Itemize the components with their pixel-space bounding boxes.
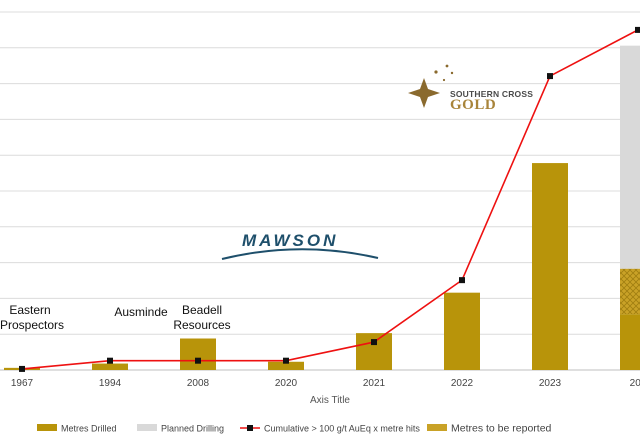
annotation-ausminde-text: Ausminde bbox=[114, 305, 168, 319]
line-marker bbox=[283, 357, 289, 364]
x-tick-labels: 1967 1994 2008 2020 2021 2022 2023 202 bbox=[11, 378, 640, 389]
legend-swatch bbox=[427, 424, 447, 431]
x-tick-label: 1994 bbox=[99, 378, 122, 389]
x-tick-label: 2022 bbox=[451, 378, 474, 389]
southern-cross-logo-gold: GOLD bbox=[450, 97, 497, 113]
southern-cross-star-icon bbox=[408, 64, 454, 108]
bar-metres-drilled bbox=[356, 333, 392, 370]
bar-metres-drilled bbox=[620, 314, 640, 370]
legend-label: Metres Drilled bbox=[61, 424, 117, 434]
legend-swatch bbox=[37, 424, 57, 431]
legend-swatch bbox=[137, 424, 157, 431]
legend: Metres Drilled Planned Drilling Cumulative… bbox=[37, 423, 552, 435]
line-cumulative bbox=[21, 29, 639, 370]
line-marker bbox=[547, 73, 553, 80]
legend-label: Planned Drilling bbox=[161, 424, 224, 434]
annotation-beadell-line2: Resources bbox=[173, 318, 231, 332]
bar-metres-to-be-reported bbox=[620, 268, 640, 315]
line-marker bbox=[195, 357, 201, 364]
line-marker bbox=[19, 365, 25, 372]
annotation-ausminde: Ausminde bbox=[110, 305, 172, 320]
x-tick-label: 1967 bbox=[11, 378, 34, 389]
line-marker bbox=[635, 26, 640, 33]
annotation-beadell-line1: Beadell bbox=[181, 303, 223, 317]
gridlines bbox=[0, 11, 640, 371]
annotation-eastern-line2: Prospectors bbox=[0, 318, 65, 332]
bar-metres-drilled bbox=[444, 292, 480, 370]
cumulative-line-layer bbox=[19, 26, 640, 372]
bar-metres-drilled bbox=[268, 361, 304, 370]
bar-metres-drilled bbox=[532, 163, 568, 370]
x-axis-title: Axis Title bbox=[310, 395, 350, 406]
bar-metres-drilled bbox=[180, 338, 216, 370]
mawson-logo: MAWSON bbox=[242, 231, 339, 250]
annotation-eastern-prospectors: Eastern Prospectors bbox=[0, 303, 65, 333]
legend-label: Cumulative > 100 g/t AuEq x metre hits bbox=[264, 424, 420, 434]
legend-label: Metres to be reported bbox=[451, 423, 552, 435]
bar-metres-drilled bbox=[92, 363, 128, 370]
annotation-beadell-resources: Beadell Resources bbox=[170, 303, 234, 333]
x-tick-label: 2008 bbox=[187, 378, 210, 389]
line-marker bbox=[371, 339, 377, 346]
x-tick-label: 2021 bbox=[363, 378, 386, 389]
southern-cross-logo-text: SOUTHERN CROSS bbox=[450, 89, 534, 99]
bar-planned-drilling bbox=[620, 45, 640, 269]
x-tick-label: 202 bbox=[630, 378, 640, 389]
line-marker bbox=[107, 357, 113, 364]
bar-layer bbox=[4, 45, 640, 370]
x-tick-label: 2020 bbox=[275, 378, 298, 389]
line-marker bbox=[459, 277, 465, 284]
annotation-eastern-line1: Eastern bbox=[9, 303, 51, 317]
legend-marker bbox=[247, 425, 253, 431]
x-tick-label: 2023 bbox=[539, 378, 562, 389]
mawson-swoosh-icon bbox=[221, 248, 379, 260]
